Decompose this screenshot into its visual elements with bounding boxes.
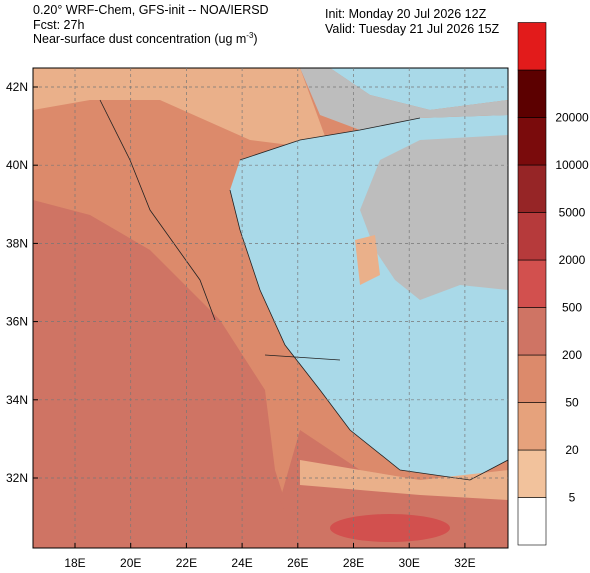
colorbar-label: 10000 <box>555 158 589 172</box>
colorbar-segment <box>517 117 547 166</box>
colorbar-label: 5 <box>569 491 576 505</box>
lon-label: 28E <box>343 556 364 570</box>
colorbar-label: 200 <box>562 348 582 362</box>
colorbar-segment <box>517 402 547 451</box>
variable-text: Near-surface dust concentration (ug m <box>33 32 246 46</box>
colorbar-segment <box>517 307 547 356</box>
map: 42N 40N 38N 36N 34N 32N 18E 20E 22E 24E 26E 28E 30E… <box>6 67 509 570</box>
variable-line: Near-surface dust concentration (ug m-3) <box>33 31 258 46</box>
lat-label: 34N <box>6 393 28 407</box>
land <box>300 68 508 130</box>
black-sea <box>330 68 508 110</box>
colorbar-segment <box>517 259 547 308</box>
colorbar-label: 20000 <box>555 111 589 125</box>
colorbar-label: 20 <box>565 443 579 457</box>
lat-label: 40N <box>6 158 28 172</box>
lat-label: 32N <box>6 471 28 485</box>
colorbar-label: 5000 <box>559 206 586 220</box>
lon-label: 18E <box>64 556 85 570</box>
lat-label: 38N <box>6 236 28 250</box>
dust-low <box>33 68 330 150</box>
coastline <box>99 99 508 481</box>
forecast-line: Fcst: 27h <box>33 18 84 32</box>
colorbar-label: 500 <box>562 301 582 315</box>
dust-low <box>355 235 380 285</box>
lat-axis: 42N 40N 38N 36N 34N 32N <box>6 80 508 485</box>
lat-label: 36N <box>6 315 28 329</box>
map-frame <box>32 67 509 549</box>
colorbar-segment <box>517 164 547 213</box>
colorbar-segment <box>517 212 547 261</box>
variable-end: ) <box>253 32 257 46</box>
model-line: 0.20° WRF-Chem, GFS-init -- NOA/IERSD <box>33 3 269 17</box>
dust-max <box>330 514 450 542</box>
lon-label: 30E <box>399 556 420 570</box>
lat-label: 42N <box>6 80 28 94</box>
dust-low <box>300 460 508 500</box>
header: 0.20° WRF-Chem, GFS-init -- NOA/IERSD Fc… <box>33 3 500 46</box>
init-line: Init: Monday 20 Jul 2026 12Z <box>325 7 487 21</box>
colorbar-segment <box>517 354 547 403</box>
colorbar-label: 50 <box>565 396 579 410</box>
lon-label: 26E <box>287 556 308 570</box>
colorbar-segment <box>517 69 547 118</box>
lon-label: 24E <box>231 556 252 570</box>
colorbar-label: 2000 <box>559 253 586 267</box>
lon-label: 22E <box>176 556 197 570</box>
valid-line: Valid: Tuesday 21 Jul 2026 15Z <box>325 22 500 36</box>
dust-high <box>33 200 300 548</box>
colorbar-segment <box>517 497 547 546</box>
lon-axis: 18E 20E 22E 24E 26E 28E 30E 32E <box>64 68 476 570</box>
unit-exponent: -3 <box>246 31 254 40</box>
lon-label: 32E <box>454 556 475 570</box>
lon-label: 20E <box>120 556 141 570</box>
colorbar-segment <box>517 449 547 498</box>
colorbar-segment <box>517 22 547 71</box>
land <box>360 135 508 300</box>
colorbar: 5 20 50 200 500 2000 5000 10000 20000 <box>517 22 589 546</box>
